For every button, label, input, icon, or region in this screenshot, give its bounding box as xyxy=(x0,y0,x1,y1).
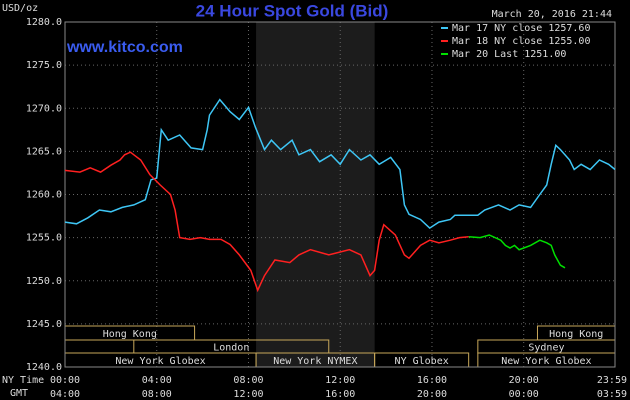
session-label: London xyxy=(213,343,249,354)
gmt-tick-label: 04:00 xyxy=(50,389,80,400)
timestamp: March 20, 2016 21:44 xyxy=(492,9,612,20)
session-label: New York Globex xyxy=(115,356,205,367)
y-tick-label: 1250.0 xyxy=(26,276,62,287)
series-line xyxy=(64,151,469,293)
gmt-tick-label: 03:59 xyxy=(597,389,627,400)
x-row-label: GMT xyxy=(10,388,28,399)
plot-border xyxy=(64,21,616,368)
gmt-tick-label: 16:00 xyxy=(325,389,355,400)
gmt-tick-label: 08:00 xyxy=(142,389,172,400)
x-tick-label: 20:00 xyxy=(509,375,539,386)
series-line xyxy=(468,234,566,269)
gmt-tick-label: 12:00 xyxy=(233,389,263,400)
watermark: www.kitco.com xyxy=(66,39,183,56)
x-tick-label: 23:59 xyxy=(597,375,627,386)
legend-label: Mar 17 NY close 1257.60 xyxy=(452,23,590,34)
x-tick-label: 00:00 xyxy=(50,375,80,386)
session-label: Hong Kong xyxy=(549,329,603,340)
y-tick-label: 1260.0 xyxy=(26,190,62,201)
x-tick-label: 08:00 xyxy=(233,375,263,386)
legend-label: Mar 20 Last 1251.00 xyxy=(452,49,566,60)
session-label: New York Globex xyxy=(501,356,591,367)
gmt-tick-label: 00:00 xyxy=(509,389,539,400)
x-row-label: NY Time xyxy=(2,375,44,386)
y-tick-label: 1265.0 xyxy=(26,146,62,157)
x-tick-label: 04:00 xyxy=(142,375,172,386)
y-tick-label: 1255.0 xyxy=(26,233,62,244)
y-tick-label: 1275.0 xyxy=(26,60,62,71)
y-axis-label: USD/oz xyxy=(2,3,38,14)
y-tick-label: 1280.0 xyxy=(26,17,62,28)
legend-label: Mar 18 NY close 1255.00 xyxy=(452,36,590,47)
session-label: Hong Kong xyxy=(103,329,157,340)
x-tick-label: 12:00 xyxy=(325,375,355,386)
chart-title: 24 Hour Spot Gold (Bid) xyxy=(196,1,389,20)
series-line xyxy=(64,98,616,230)
shaded-region xyxy=(256,22,375,367)
gmt-tick-label: 20:00 xyxy=(417,389,447,400)
y-tick-label: 1270.0 xyxy=(26,103,62,114)
session-label: New York NYMEX xyxy=(273,356,357,367)
y-tick-label: 1240.0 xyxy=(26,362,62,373)
y-tick-label: 1245.0 xyxy=(26,319,62,330)
x-tick-label: 16:00 xyxy=(417,375,447,386)
session-label: Sydney xyxy=(528,343,564,354)
session-label: NY Globex xyxy=(395,356,449,367)
